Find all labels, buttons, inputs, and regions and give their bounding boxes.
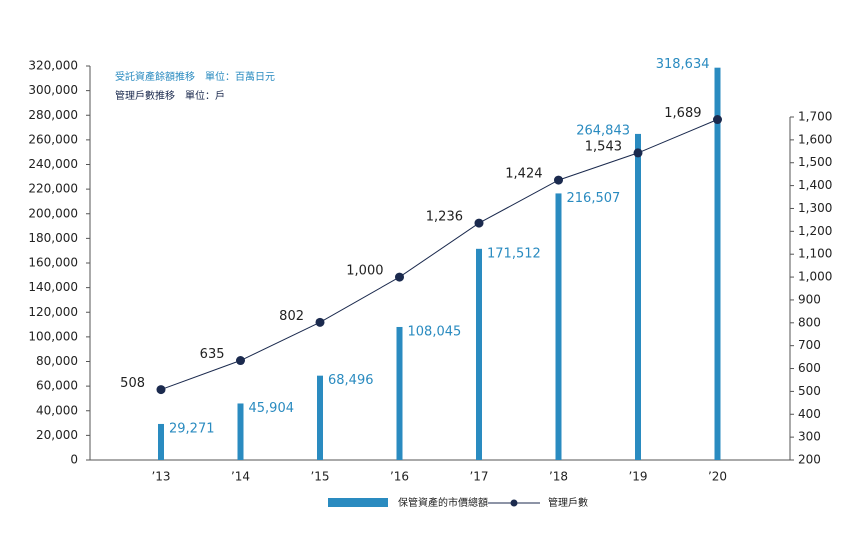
bar-value-label: 171,512	[487, 246, 541, 261]
line-point	[713, 115, 722, 125]
line-value-label: 1,000	[346, 264, 383, 279]
line-value-label: 1,236	[426, 210, 463, 225]
legend-swatch	[328, 498, 388, 507]
bar	[158, 423, 164, 460]
y2-tick-label: 1,000	[798, 270, 832, 284]
y2-tick-label: 400	[798, 407, 821, 421]
y2-tick-label: 1,300	[798, 201, 832, 215]
x-tick-label: ’15	[310, 470, 329, 484]
y-tick-label: 0	[70, 453, 78, 467]
y-tick-label: 280,000	[28, 108, 78, 122]
line-value-label: 802	[279, 309, 304, 324]
line	[160, 119, 718, 391]
y-tick-label: 260,000	[28, 132, 78, 146]
x-tick-label: ’18	[549, 470, 568, 484]
line-point	[236, 356, 245, 366]
x-tick-label: ’14	[231, 470, 250, 484]
y-tick-label: 180,000	[28, 231, 78, 245]
bar	[317, 375, 323, 460]
bar	[237, 403, 244, 460]
bar	[396, 326, 403, 460]
line-value-label: 635	[200, 347, 225, 362]
x-tick-label: ’16	[390, 470, 409, 484]
y-tick-label: 220,000	[28, 182, 78, 196]
y2-tick-label: 200	[798, 453, 821, 467]
y2-tick-label: 700	[798, 338, 821, 352]
y2-tick-label: 1,200	[798, 224, 832, 238]
y-tick-label: 140,000	[28, 280, 78, 294]
line-point	[315, 317, 325, 327]
x-tick-label: ’17	[469, 470, 488, 484]
x-tick-label: ’19	[628, 470, 647, 484]
annotation: 受託資產餘額推移 單位：百萬日元	[115, 70, 275, 83]
line-value-label: 1,689	[664, 106, 701, 121]
legend-swatch	[510, 499, 518, 507]
y-tick-label: 240,000	[28, 157, 78, 171]
y2-tick-label: 800	[798, 315, 821, 329]
y2-tick-label: 1,600	[798, 132, 832, 146]
bar-value-label: 45,904	[249, 401, 295, 416]
y2-tick-label: 500	[798, 384, 821, 398]
bar-value-label: 108,045	[408, 324, 462, 339]
x-tick-label: ’13	[151, 470, 170, 484]
y-tick-label: 40,000	[36, 403, 78, 417]
line-value-label: 1,424	[505, 167, 542, 182]
bar	[476, 248, 482, 460]
line-point	[474, 218, 484, 228]
y-tick-label: 300,000	[28, 83, 78, 97]
y-tick-label: 20,000	[36, 428, 78, 442]
y-tick-label: 200,000	[28, 206, 78, 220]
x-tick-label: ’20	[708, 470, 727, 484]
line-point	[554, 175, 563, 185]
legend-label: 保管資產的市價總額	[398, 496, 488, 509]
y2-tick-label: 1,700	[798, 110, 832, 124]
line-point	[633, 148, 643, 158]
y2-tick-label: 300	[798, 430, 821, 444]
y-tick-label: 160,000	[28, 256, 78, 270]
y-tick-label: 320,000	[28, 59, 78, 73]
line-point	[395, 272, 404, 282]
y2-tick-label: 900	[798, 292, 821, 306]
y2-tick-label: 1,100	[798, 247, 832, 261]
bar	[714, 67, 721, 460]
line-value-label: 1,543	[585, 139, 622, 154]
bar-value-label: 318,634	[656, 57, 710, 72]
line-value-label: 508	[120, 376, 145, 391]
y-tick-label: 100,000	[28, 329, 78, 343]
y2-tick-label: 1,500	[798, 155, 832, 169]
bar-value-label: 264,843	[576, 123, 630, 138]
bar	[555, 193, 562, 460]
y-tick-label: 80,000	[36, 354, 78, 368]
y-tick-label: 120,000	[28, 305, 78, 319]
bar-value-label: 29,271	[169, 421, 215, 436]
y2-tick-label: 1,400	[798, 178, 832, 192]
line-point	[156, 385, 166, 395]
bar-value-label: 216,507	[567, 191, 621, 206]
annotation: 管理戶數推移 單位：戶	[115, 89, 225, 102]
y-tick-label: 60,000	[36, 379, 78, 393]
bar-value-label: 68,496	[328, 373, 374, 388]
legend-label: 管理戶數	[548, 496, 588, 509]
bar	[635, 133, 641, 461]
y2-tick-label: 600	[798, 361, 821, 375]
